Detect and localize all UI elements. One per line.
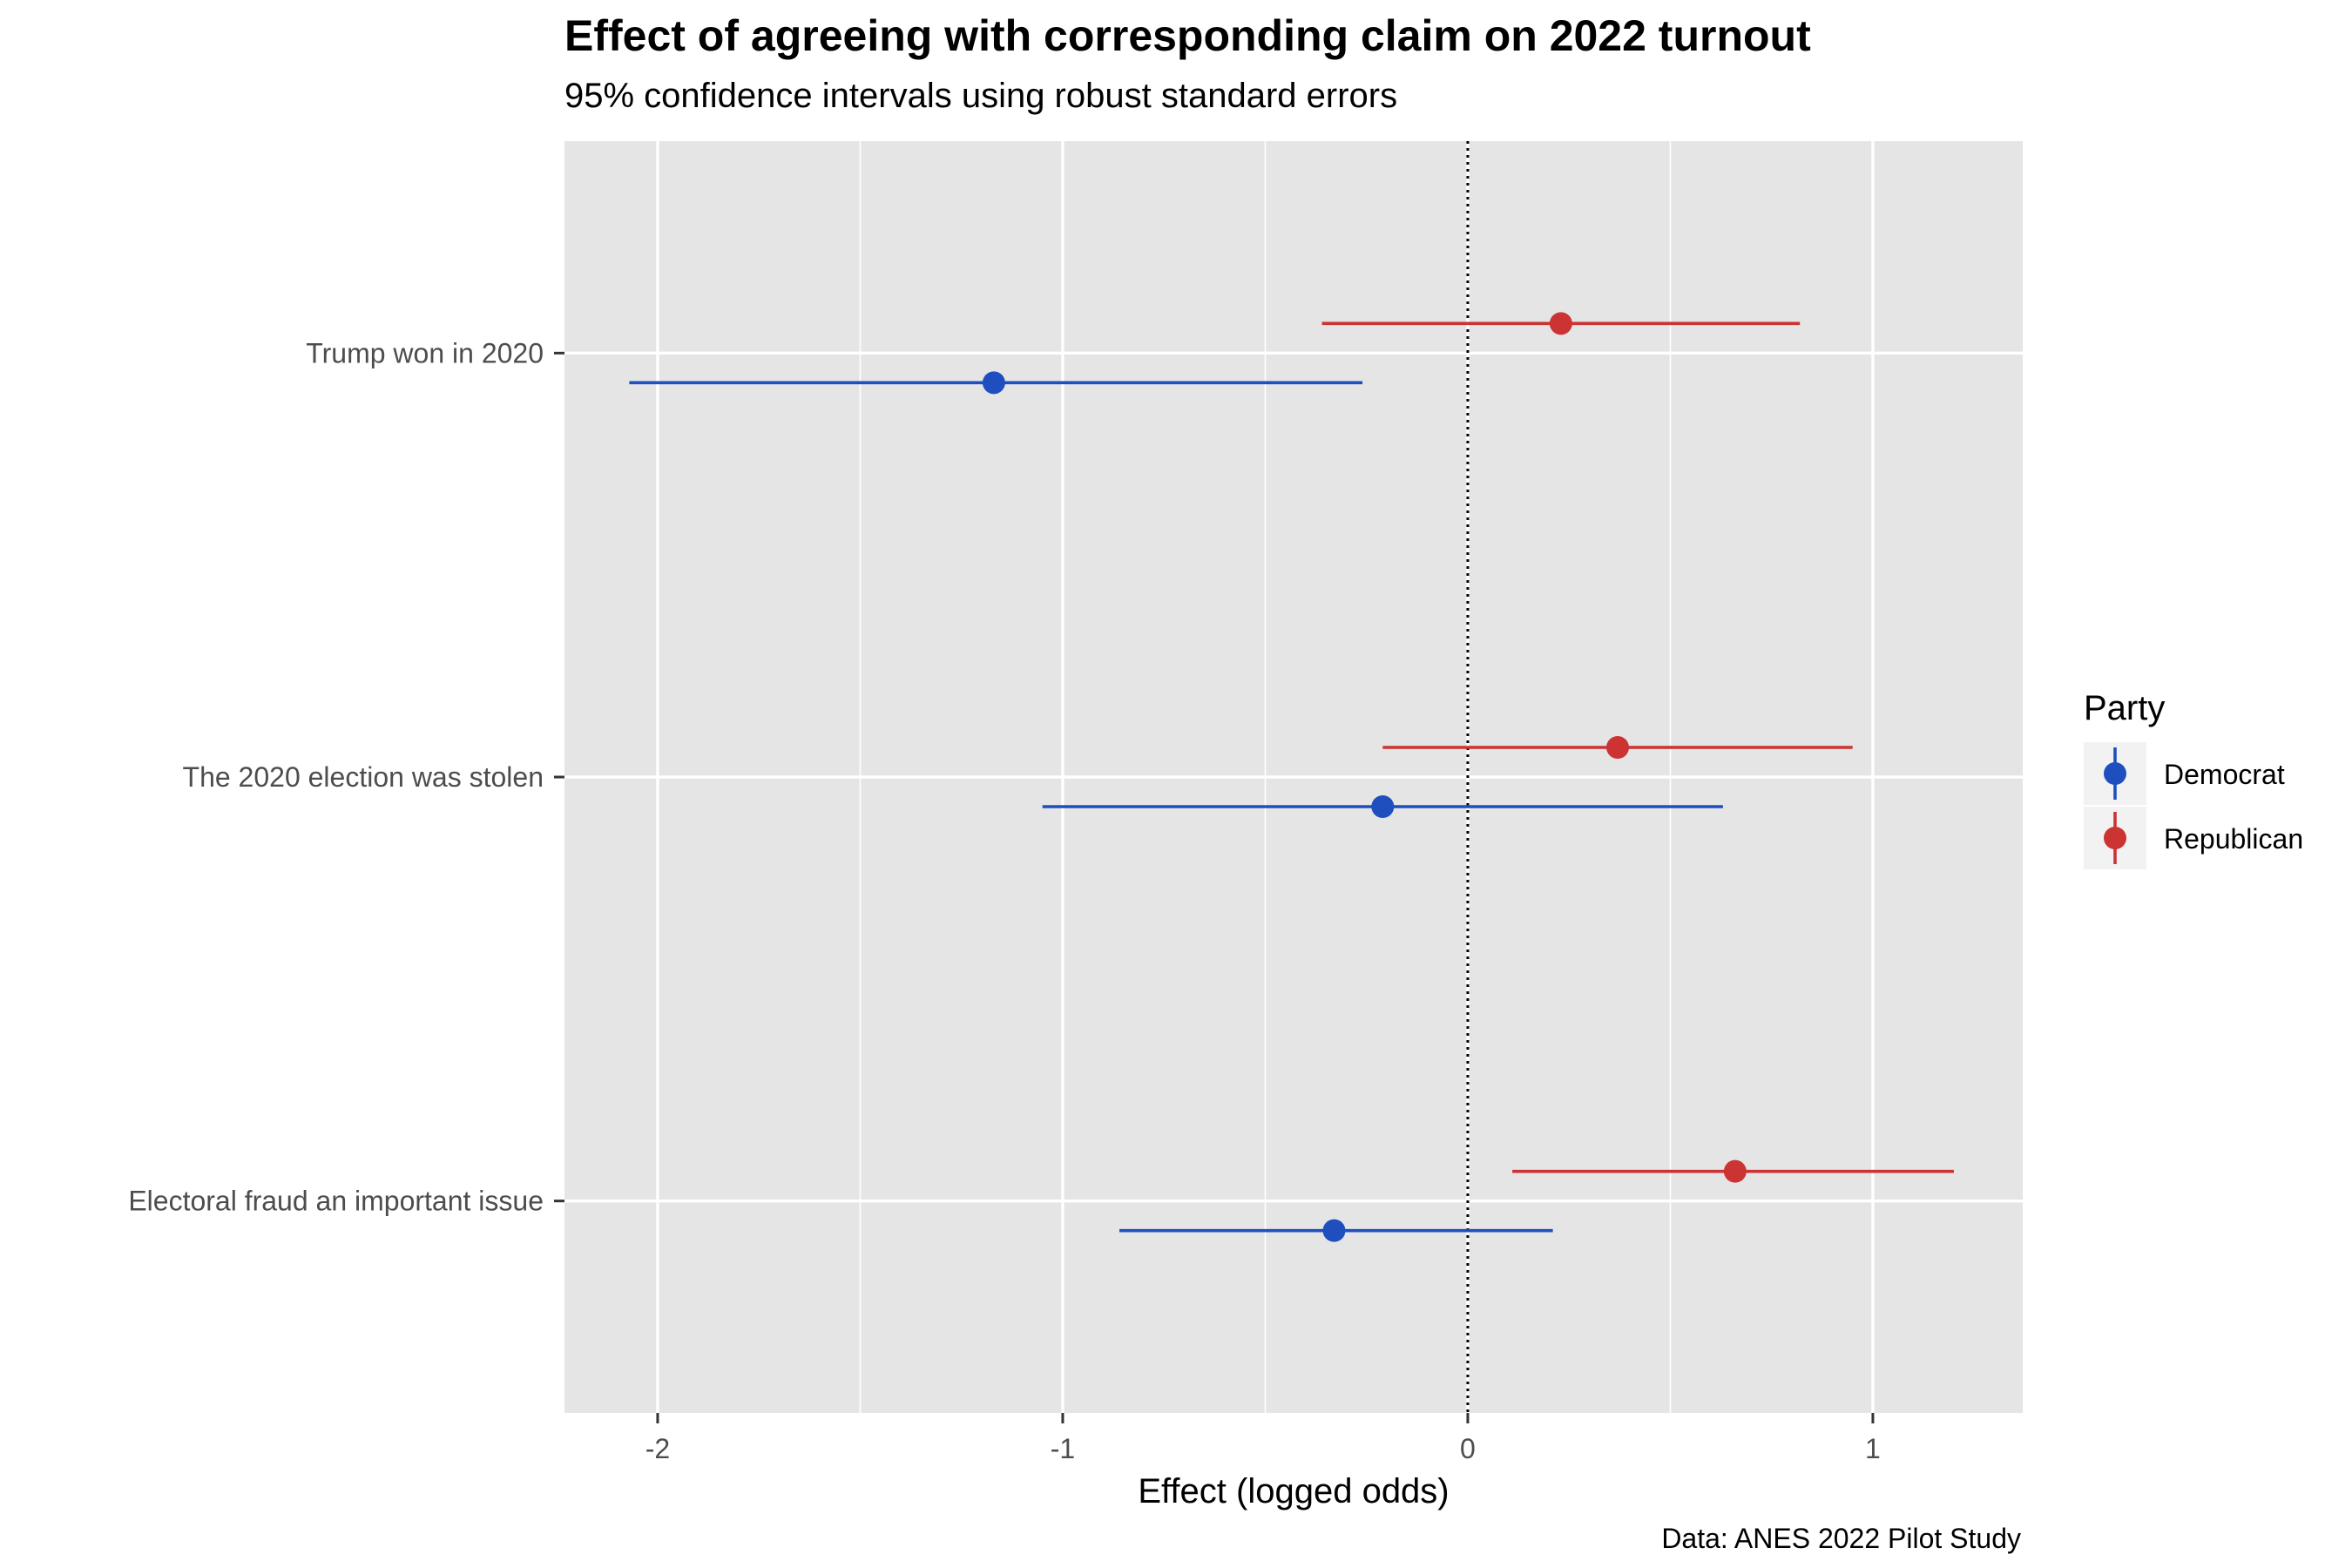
data-point: [1606, 736, 1629, 759]
legend-title: Party: [2084, 689, 2165, 727]
y-tick-label: Electoral fraud an important issue: [128, 1186, 544, 1217]
data-point: [1549, 312, 1572, 335]
chart-subtitle: 95% confidence intervals using robust st…: [564, 77, 1398, 115]
legend-key-point: [2104, 762, 2126, 785]
data-point: [1723, 1159, 1747, 1183]
y-tick-label: The 2020 election was stolen: [183, 761, 544, 793]
legend-label: Democrat: [2164, 759, 2285, 790]
y-tick-label: Trump won in 2020: [306, 337, 544, 368]
legend-label: Republican: [2164, 823, 2303, 855]
chart-caption: Data: ANES 2022 Pilot Study: [1661, 1523, 2021, 1554]
x-tick-label: 1: [1865, 1433, 1881, 1464]
x-tick-label: -1: [1051, 1433, 1075, 1464]
x-tick-label: 0: [1460, 1433, 1476, 1464]
chart-title: Effect of agreeing with corresponding cl…: [564, 11, 1811, 60]
data-point: [1371, 795, 1395, 818]
x-axis-title: Effect (logged odds): [1138, 1472, 1449, 1511]
data-point: [1322, 1219, 1346, 1242]
x-tick-label: -2: [645, 1433, 670, 1464]
legend-key-point: [2104, 827, 2126, 849]
data-point: [982, 371, 1005, 395]
